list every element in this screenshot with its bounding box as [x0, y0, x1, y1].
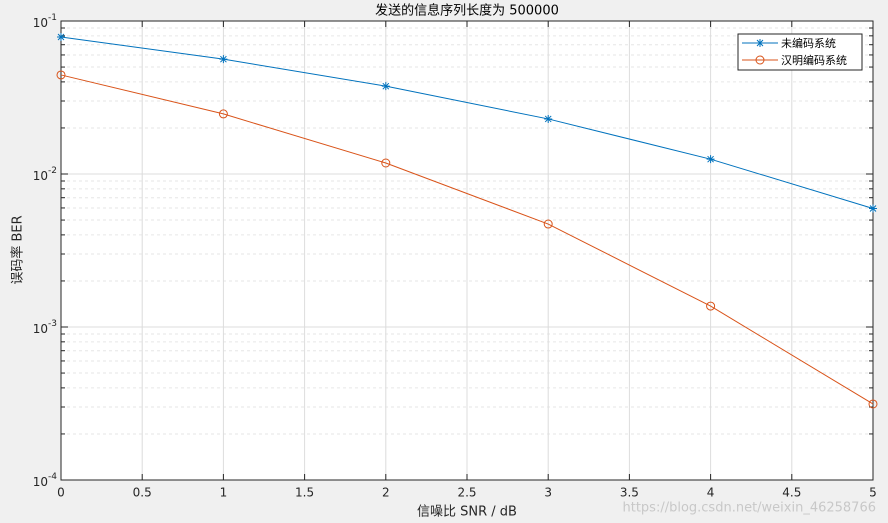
x-tick-label: 1.5	[295, 486, 314, 500]
y-tick-label: 10-4	[33, 472, 58, 489]
x-tick-label: 3	[544, 486, 552, 500]
legend-symbol	[755, 55, 765, 65]
marker	[869, 204, 877, 213]
axes-box	[60, 20, 874, 481]
legend-marker	[756, 39, 764, 47]
series-line	[60, 36, 874, 209]
x-tick-label: 2.5	[457, 486, 476, 500]
marker	[543, 219, 553, 229]
marker	[381, 158, 391, 168]
marker	[868, 399, 878, 409]
marker	[544, 114, 553, 123]
y-tick-label: 10-3	[33, 319, 57, 336]
x-tick-label: 4	[707, 486, 715, 500]
legend-symbol	[756, 39, 764, 47]
marker	[56, 70, 66, 80]
series-line	[60, 74, 874, 405]
marker	[706, 155, 715, 164]
x-tick-label: 2	[382, 486, 390, 500]
x-tick-label: 0.5	[133, 486, 152, 500]
marker	[57, 33, 65, 42]
watermark: https://blog.csdn.net/weixin_46258766	[622, 501, 876, 516]
legend-marker	[755, 55, 765, 65]
x-tick-label: 1	[220, 486, 228, 500]
x-tick-label: 3.5	[620, 486, 639, 500]
marker	[706, 301, 716, 311]
x-tick-label: 5	[869, 486, 877, 500]
y-tick-label: 10-1	[33, 13, 57, 30]
marker	[218, 109, 228, 119]
marker	[219, 55, 228, 64]
y-tick-label: 10-2	[33, 166, 57, 183]
legend-label: 汉明编码系统	[781, 53, 847, 67]
legend-label: 未编码系统	[781, 36, 836, 50]
x-axis-label: 信噪比 SNR / dB	[417, 505, 517, 520]
chart-title: 发送的信息序列长度为 500000	[375, 3, 559, 19]
x-tick-label: 0	[57, 486, 65, 500]
y-axis-label: 误码率 BER	[10, 215, 26, 284]
x-tick-label: 4.5	[782, 486, 801, 500]
marker	[381, 82, 390, 91]
